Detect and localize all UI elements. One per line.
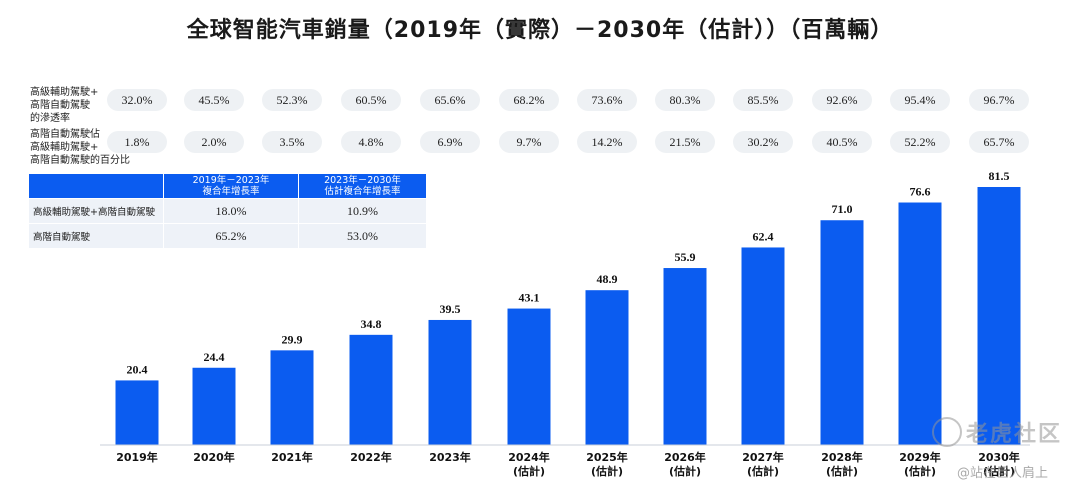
x-tick-label: 2028年(估計) — [821, 450, 863, 478]
metric-pill: 4.8% — [341, 131, 401, 153]
bar-value-label: 76.6 — [910, 185, 931, 199]
bar-value-label: 24.4 — [204, 350, 225, 364]
metric-pill: 65.7% — [969, 131, 1029, 153]
growth-rate-table: 2019年－2023年 複合年增長率 2023年－2030年 估計複合年增長率 … — [28, 174, 426, 248]
table-cell-label: 高階自動駕駛 — [28, 223, 164, 248]
bar-value-label: 62.4 — [753, 229, 774, 243]
x-tick-label: 2021年 — [271, 450, 313, 464]
bar — [428, 319, 472, 445]
bar — [820, 220, 864, 445]
metric-pill: 73.6% — [577, 89, 637, 111]
bar-value-label: 48.9 — [597, 272, 618, 286]
growth-header-2019-2023: 2019年－2023年 複合年增長率 — [163, 174, 299, 199]
metric-pill: 21.5% — [655, 131, 715, 153]
growth-table-header: 2019年－2023年 複合年增長率 2023年－2030年 估計複合年增長率 — [28, 174, 426, 199]
metric-pill: 80.3% — [655, 89, 715, 111]
watermark: 老虎社区 — [931, 416, 1062, 450]
bar — [585, 290, 629, 445]
bar — [741, 247, 785, 445]
x-tick-label: 2022年 — [350, 450, 392, 464]
metric-pill: 52.2% — [890, 131, 950, 153]
metric-pill: 92.6% — [812, 89, 872, 111]
x-tick-label: 2023年 — [429, 450, 471, 464]
metric-pill: 65.6% — [420, 89, 480, 111]
watermark-main: 老虎社区 — [965, 422, 1062, 447]
growth-header-2023-2030: 2023年－2030年 估計複合年增長率 — [298, 174, 426, 199]
metric-pill: 9.7% — [499, 131, 559, 153]
bar — [977, 187, 1021, 445]
chart-title: 全球智能汽車銷量（2019年（實際）－2030年（估計））（百萬輛） — [186, 18, 894, 43]
bar-value-label: 71.0 — [832, 202, 853, 216]
table-cell-value: 53.0% — [298, 223, 426, 248]
metric-pill: 85.5% — [733, 89, 793, 111]
metric-row-label: 高階自動駕駛佔 高級輔助駕駛+ 高階自動駕駛的百分比 — [30, 129, 130, 166]
metric-pill: 45.5% — [184, 89, 244, 111]
bar — [663, 268, 707, 445]
bar-value-label: 55.9 — [675, 250, 696, 264]
bar — [898, 202, 942, 445]
watermark-sub: @站在巨人肩上 — [956, 466, 1048, 481]
x-tick-label: 2025年(估計) — [586, 450, 628, 478]
metric-pill: 6.9% — [420, 131, 480, 153]
table-cell-label: 高級輔助駕駛+高階自動駕駛 — [28, 198, 164, 224]
bar-value-label: 39.5 — [440, 302, 461, 316]
table-cell-value: 18.0% — [163, 198, 299, 224]
metric-pill: 96.7% — [969, 89, 1029, 111]
table-row: 高級輔助駕駛+高階自動駕駛 18.0% 10.9% — [28, 198, 426, 224]
bar — [115, 380, 159, 445]
bar — [270, 350, 314, 445]
bar — [349, 334, 393, 445]
metric-pill: 1.8% — [107, 131, 167, 153]
metric-pill: 32.0% — [107, 89, 167, 111]
tiger-logo-icon — [931, 417, 962, 447]
bar-value-label: 34.8 — [361, 317, 382, 331]
metric-pill: 14.2% — [577, 131, 637, 153]
bar-value-label: 81.5 — [989, 169, 1010, 183]
table-row: 高階自動駕駛 65.2% 53.0% — [28, 223, 426, 248]
metric-pill: 60.5% — [341, 89, 401, 111]
metric-pill: 52.3% — [262, 89, 322, 111]
metric-pill: 2.0% — [184, 131, 244, 153]
bar-value-label: 43.1 — [519, 291, 540, 305]
x-tick-label: 2029年(估計) — [899, 450, 941, 478]
metric-pill: 40.5% — [812, 131, 872, 153]
metric-pill: 3.5% — [262, 131, 322, 153]
bar-value-label: 20.4 — [127, 362, 148, 376]
table-cell-value: 65.2% — [163, 223, 299, 248]
x-tick-label: 2019年 — [116, 450, 158, 464]
metric-pill: 30.2% — [733, 131, 793, 153]
metric-row-label: 高級輔助駕駛+ 高階自動駕駛 的滲透率 — [30, 87, 99, 124]
x-tick-label: 2027年(估計) — [742, 450, 784, 478]
bar — [507, 308, 551, 445]
x-tick-label: 2026年(估計) — [664, 450, 706, 478]
metric-pill: 68.2% — [499, 89, 559, 111]
growth-header-blank — [28, 174, 164, 199]
bar-value-label: 29.9 — [282, 332, 303, 346]
x-tick-label: 2030年(估計) — [978, 450, 1020, 478]
x-tick-label: 2020年 — [193, 450, 235, 464]
bar — [192, 367, 236, 445]
x-tick-label: 2024年(估計) — [508, 450, 550, 478]
metric-pill: 95.4% — [890, 89, 950, 111]
table-cell-value: 10.9% — [298, 198, 426, 224]
